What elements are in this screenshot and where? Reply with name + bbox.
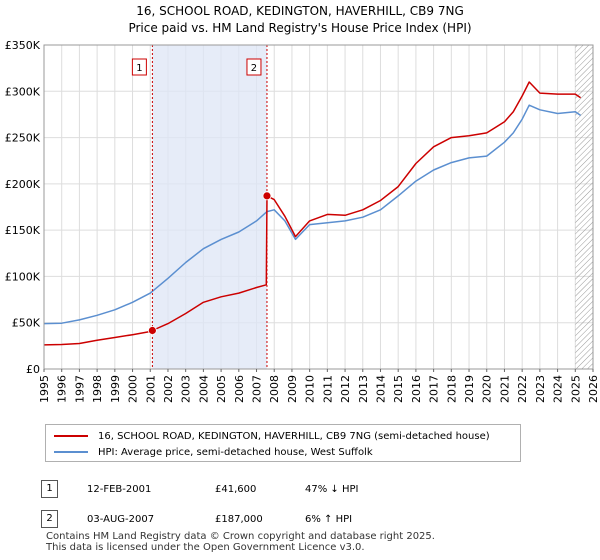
sale-marker-2: 2 — [41, 510, 58, 528]
x-tick-label: 1997 — [73, 375, 86, 403]
annotation-box-1 — [131, 58, 147, 76]
x-tick-label: 2025 — [569, 375, 582, 403]
x-tick-label: 2008 — [268, 375, 281, 403]
sale-marker-1: 1 — [41, 480, 58, 498]
y-tick-label: £300K — [5, 85, 41, 98]
x-tick-label: 2014 — [374, 375, 387, 403]
x-tick-label: 1999 — [109, 375, 122, 403]
chart-title: 16, SCHOOL ROAD, KEDINGTON, HAVERHILL, C… — [136, 4, 464, 18]
footer: Contains HM Land Registry data © Crown c… — [46, 531, 435, 553]
legend: 16, SCHOOL ROAD, KEDINGTON, HAVERHILL, C… — [45, 424, 521, 462]
x-tick-label: 2000 — [127, 375, 140, 403]
y-tick-label: £100K — [5, 270, 41, 283]
x-tick-label: 2002 — [162, 375, 175, 403]
grid — [43, 44, 594, 370]
x-tick-label: 2016 — [410, 375, 423, 403]
x-tick-label: 2024 — [552, 375, 565, 403]
y-tick-label: £50K — [12, 317, 41, 330]
x-tick-label: 1998 — [91, 375, 104, 403]
sale-date: 12-FEB-2001 — [87, 483, 152, 495]
footer-licence: This data is licensed under the Open Gov… — [46, 542, 365, 553]
y-tick-label: £200K — [5, 178, 41, 191]
x-tick-label: 2023 — [534, 375, 547, 403]
table-row: 2 03-AUG-2007 £187,000 6% ↑ HPI — [41, 504, 358, 534]
sale-point-2 — [262, 191, 272, 201]
x-tick-label: 2013 — [357, 375, 370, 403]
axes: £0 £50K £100K £150K £200K £250K £300K £350K 1995… — [5, 39, 600, 403]
legend-label-hpi: HPI: Average price, semi-detached house,… — [98, 446, 373, 458]
legend-item-hpi: HPI: Average price, semi-detached house,… — [54, 444, 373, 460]
x-tick-label: 2010 — [304, 375, 317, 403]
x-tick-label: 2015 — [392, 375, 405, 403]
sale-price: £187,000 — [215, 513, 263, 525]
x-tick-label: 2018 — [445, 375, 458, 403]
legend-swatch-hpi — [54, 451, 88, 453]
x-tick-label: 2022 — [516, 375, 529, 403]
x-tick-label: 2007 — [251, 375, 264, 403]
x-tick-label: 2017 — [428, 375, 441, 403]
sale-price: £41,600 — [215, 483, 257, 495]
legend-item-property: 16, SCHOOL ROAD, KEDINGTON, HAVERHILL, C… — [54, 428, 490, 444]
chart-title-block: 16, SCHOOL ROAD, KEDINGTON, HAVERHILL, C… — [0, 3, 600, 37]
sale-hpi-diff: 47% ↓ HPI — [305, 483, 359, 495]
x-tick-label: 2020 — [481, 375, 494, 403]
legend-swatch-property — [54, 435, 88, 437]
x-tick-label: 2011 — [321, 375, 334, 403]
sale-hpi-diff: 6% ↑ HPI — [305, 513, 353, 525]
plot-frame — [43, 44, 594, 370]
x-tick-label: 2005 — [215, 375, 228, 403]
chart-subtitle: Price paid vs. HM Land Registry's House … — [128, 21, 472, 35]
x-tick-label: 2004 — [197, 375, 210, 403]
y-tick-label: £0 — [26, 363, 40, 376]
x-tick-label: 2001 — [144, 375, 157, 403]
y-tick-label: £250K — [5, 132, 41, 145]
sale-point-1 — [147, 326, 157, 335]
x-tick-label: 2021 — [498, 375, 511, 403]
x-tick-label: 1995 — [38, 375, 51, 403]
annotation-label-1: 1 — [136, 63, 142, 74]
legend-label-property: 16, SCHOOL ROAD, KEDINGTON, HAVERHILL, C… — [98, 430, 490, 442]
x-tick-label: 2019 — [463, 375, 476, 403]
shaded-bands — [152, 45, 593, 369]
y-tick-label: £150K — [5, 224, 41, 237]
x-tick-label: 2006 — [233, 375, 246, 403]
x-tick-label: 1996 — [56, 375, 69, 403]
sales-table: 1 12-FEB-2001 £41,600 47% ↓ HPI 2 03-AUG… — [41, 474, 358, 534]
x-tick-label: 2003 — [180, 375, 193, 403]
forecast-hatch — [575, 45, 593, 369]
x-tick-label: 2026 — [587, 375, 600, 403]
ownership-shade — [152, 45, 267, 369]
table-row: 1 12-FEB-2001 £41,600 47% ↓ HPI — [41, 474, 358, 504]
footer-copyright: Contains HM Land Registry data © Crown c… — [46, 531, 435, 542]
annotation-box-2 — [246, 58, 262, 76]
y-tick-label: £350K — [5, 39, 41, 52]
x-tick-label: 2009 — [286, 375, 299, 403]
annotation-label-2: 2 — [251, 63, 257, 74]
plot-area — [44, 45, 593, 369]
x-tick-label: 2012 — [339, 375, 352, 403]
series-line-hpi — [44, 104, 582, 325]
sale-date: 03-AUG-2007 — [87, 513, 155, 525]
